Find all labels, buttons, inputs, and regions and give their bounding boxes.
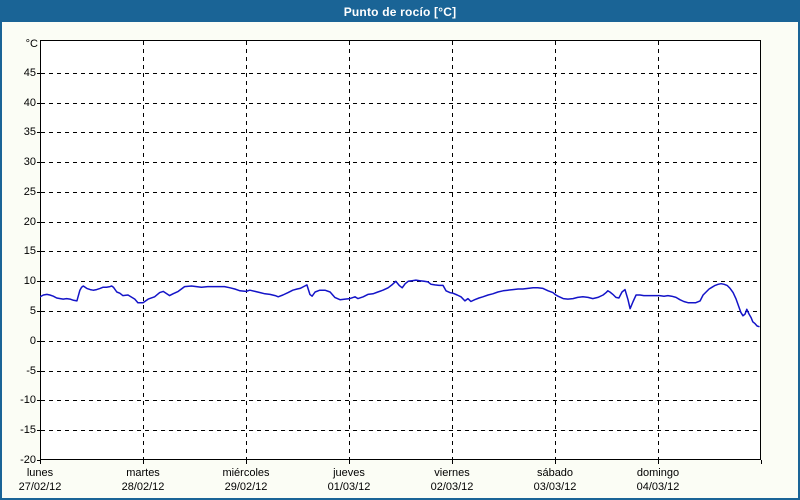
y-axis-label-15: 15: [23, 245, 36, 258]
y-axis-tick-10: [37, 281, 40, 282]
y-axis-tick-30: [37, 162, 40, 163]
y-axis-tick--15: [37, 430, 40, 431]
x-axis-day-label-6: domingo 04/03/12: [613, 466, 703, 494]
y-axis-label-5: 5: [29, 305, 36, 318]
day-date: 01/03/12: [327, 481, 371, 493]
y-axis-tick--20: [37, 460, 40, 461]
y-axis-tick-15: [37, 251, 40, 252]
x-axis-day-label-3: jueves 01/03/12: [304, 466, 394, 494]
plot-frame: [40, 40, 761, 460]
y-axis-tick-0: [37, 341, 40, 342]
y-axis-tick-45: [37, 73, 40, 74]
day-name: domingo: [636, 467, 680, 479]
y-axis-label-25: 25: [23, 185, 36, 198]
y-axis-label-10: 10: [23, 275, 36, 288]
y-axis-label-45: 45: [23, 66, 36, 79]
y-axis-tick-40: [37, 103, 40, 104]
y-axis-label--10: -10: [20, 394, 36, 407]
day-name: miércoles: [222, 467, 270, 479]
y-axis-unit-label: °C: [25, 38, 38, 50]
x-axis-tick-5: [555, 460, 556, 464]
y-axis-label-0: 0: [29, 334, 36, 347]
x-axis-day-label-2: miércoles 29/02/12: [201, 466, 291, 494]
chart-title: Punto de rocío [°C]: [343, 5, 457, 19]
y-axis-label--20: -20: [20, 454, 36, 466]
day-date: 27/02/12: [18, 481, 62, 493]
day-name: martes: [126, 467, 160, 479]
x-axis-tick-6: [658, 460, 659, 464]
chart-titlebar: Punto de rocío [°C]: [2, 2, 798, 22]
y-axis-tick-5: [37, 311, 40, 312]
y-axis-label--15: -15: [20, 424, 36, 437]
y-axis-tick-20: [37, 222, 40, 223]
day-name: viernes: [434, 467, 470, 479]
y-axis-tick-25: [37, 192, 40, 193]
x-axis-tick-3: [349, 460, 350, 464]
day-name: sábado: [536, 467, 574, 479]
day-name: lunes: [26, 467, 54, 479]
chart-panel: °C 45 40 35 30 25 20 15 10 5 0 -5 -10 -15 -20 lunes 27/…: [2, 22, 798, 498]
y-axis-label-30: 30: [23, 156, 36, 169]
y-axis-label-40: 40: [23, 96, 36, 109]
day-date: 02/03/12: [430, 481, 474, 493]
day-date: 28/02/12: [121, 481, 165, 493]
y-axis-label-35: 35: [23, 126, 36, 139]
x-axis-day-label-5: sábado 03/03/12: [510, 466, 600, 494]
y-axis-tick-35: [37, 132, 40, 133]
x-axis-tick-4: [452, 460, 453, 464]
x-axis-tick-end: [761, 460, 762, 464]
x-axis-tick-0: [40, 460, 41, 464]
day-name: jueves: [333, 467, 365, 479]
y-axis-tick--5: [37, 371, 40, 372]
day-date: 04/03/12: [636, 481, 680, 493]
dew-point-line: [40, 279, 760, 328]
x-axis-day-label-0: lunes 27/02/12: [2, 466, 85, 494]
day-date: 29/02/12: [224, 481, 268, 493]
y-axis-label-20: 20: [23, 215, 36, 228]
day-date: 03/03/12: [533, 481, 577, 493]
y-axis-label--5: -5: [26, 364, 36, 377]
x-axis-tick-2: [246, 460, 247, 464]
x-axis-day-label-1: martes 28/02/12: [98, 466, 188, 494]
x-axis-tick-1: [143, 460, 144, 464]
x-axis-day-label-4: viernes 02/03/12: [407, 466, 497, 494]
y-axis-tick--10: [37, 400, 40, 401]
dew-point-chart: [40, 40, 761, 460]
